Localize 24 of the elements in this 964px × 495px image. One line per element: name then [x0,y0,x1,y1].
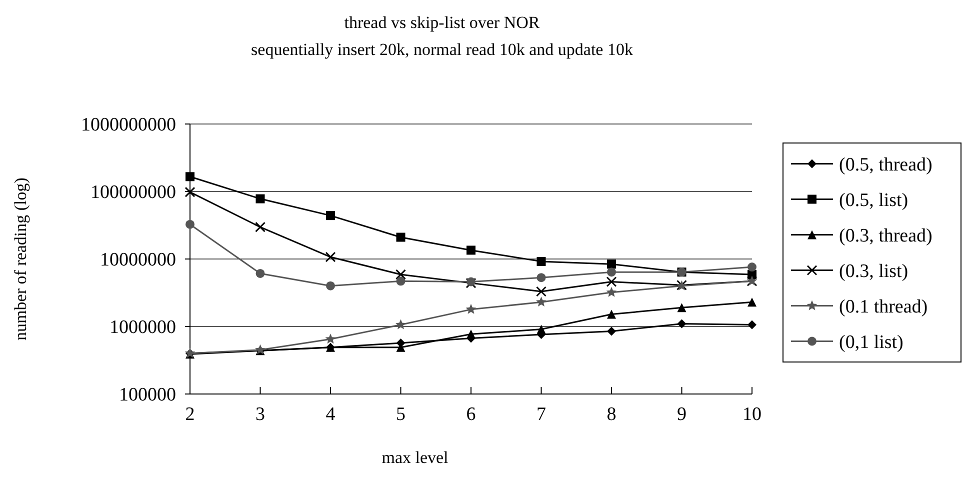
y-axis-title: number of reading (log) [11,178,30,340]
y-tick-label: 100000 [119,384,176,406]
chart-subtitle: sequentially insert 20k, normal read 10k and update 10k [251,40,634,59]
x-tick-label: 8 [606,404,616,425]
y-tick-label: 10000000 [100,250,176,271]
y-tick-label: 100000000 [90,182,176,204]
y-tick-label: 1000000000 [81,114,176,136]
x-tick-label: 3 [256,404,265,425]
x-axis-title: max level [382,448,449,467]
legend-label: (0.5, list) [839,190,908,211]
legend-label: (0,1 list) [839,332,904,353]
x-tick-label: 4 [326,404,336,425]
x-tick-label: 10 [742,404,762,425]
x-tick-label: 2 [185,404,195,425]
legend-label: (0.3, list) [839,260,908,282]
chart-title: thread vs skip-list over NOR [344,13,540,32]
legend-label: (0.3, thread) [839,225,932,246]
x-tick-label: 7 [536,404,546,425]
x-tick-label: 9 [677,404,686,425]
legend-label: (0.5, thread) [839,154,932,176]
y-tick-label: 1000000 [110,317,176,338]
x-tick-label: 6 [466,404,476,425]
legend-label: (0.1 thread) [839,296,928,318]
x-tick-label: 5 [396,404,406,425]
